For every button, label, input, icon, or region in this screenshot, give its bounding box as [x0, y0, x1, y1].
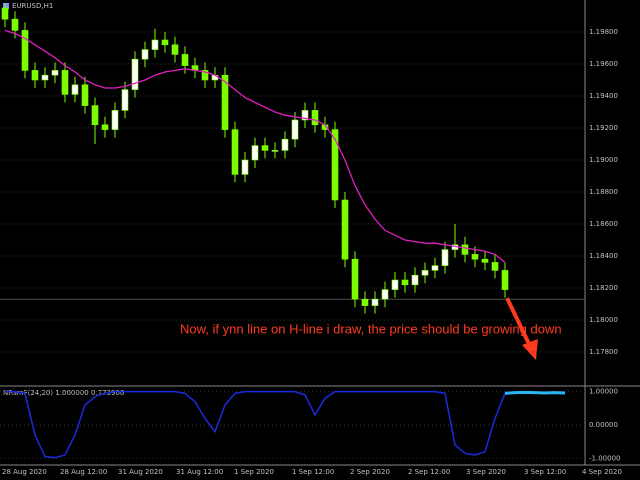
symbol-icon — [3, 3, 9, 9]
candle-body — [241, 159, 249, 175]
y-tick-label: 1.19600 — [589, 60, 618, 68]
y-tick-label: 1.18800 — [589, 188, 618, 196]
x-tick-label: 1 Sep 2020 — [234, 468, 274, 476]
candle-body — [491, 262, 499, 271]
candle-body — [371, 298, 379, 306]
indicator-tick-label: 0.00000 — [589, 421, 618, 429]
arrow-shaft — [505, 297, 532, 347]
y-tick-label: 1.18000 — [589, 316, 618, 324]
candle-body — [271, 150, 279, 152]
candle-body — [341, 199, 349, 260]
candle-body — [251, 145, 259, 161]
x-tick-label: 31 Aug 12:00 — [176, 468, 223, 476]
y-tick-label: 1.18200 — [589, 284, 618, 292]
candle-body — [461, 244, 469, 255]
x-tick-label: 2 Sep 2020 — [350, 468, 390, 476]
candle-body — [151, 39, 159, 50]
candle-body — [291, 119, 299, 140]
symbol-label: EURUSD,H1 — [12, 2, 53, 10]
y-tick-label: 1.19400 — [589, 92, 618, 100]
arrow-head — [522, 339, 538, 360]
x-tick-label: 1 Sep 12:00 — [292, 468, 334, 476]
indicator-tick-label: -1.00000 — [589, 454, 620, 462]
candle-body — [81, 84, 89, 106]
candle-body — [301, 110, 309, 121]
candle-body — [311, 110, 319, 126]
candle-body — [391, 279, 399, 290]
candle-body — [1, 7, 9, 20]
candle-body — [91, 105, 99, 126]
candle-body — [61, 70, 69, 95]
candle-body — [201, 70, 209, 81]
indicator-label: NRsmF(24,20) 1.000000 0.773906 — [3, 389, 125, 397]
candle-body — [281, 138, 289, 151]
candle-body — [161, 39, 169, 46]
candle-body — [181, 54, 189, 66]
candle-body — [101, 124, 109, 130]
x-tick-label: 2 Sep 12:00 — [408, 468, 450, 476]
candle-body — [261, 145, 269, 151]
candle-body — [171, 44, 179, 55]
candle-body — [71, 84, 79, 95]
y-tick-label: 1.18400 — [589, 252, 618, 260]
x-tick-label: 28 Aug 2020 — [2, 468, 47, 476]
candle-body — [471, 254, 479, 260]
arrow — [505, 297, 538, 360]
candle-body — [111, 110, 119, 130]
candle-body — [121, 89, 129, 111]
forecast-line — [504, 390, 566, 395]
x-tick-label: 31 Aug 2020 — [118, 468, 163, 476]
candle-body — [21, 30, 29, 71]
candle-body — [351, 258, 359, 300]
candle-body — [141, 49, 149, 60]
candle-body — [131, 58, 139, 90]
candle-body — [411, 274, 419, 286]
candle-body — [41, 74, 49, 81]
annotation: Now, if ynn line on H-line i draw, the p… — [180, 321, 562, 336]
candle-body — [401, 279, 409, 286]
x-tick-label: 3 Sep 2020 — [466, 468, 506, 476]
y-tick-label: 1.19000 — [589, 156, 618, 164]
x-tick-label: 28 Aug 12:00 — [60, 468, 107, 476]
candle-body — [31, 70, 39, 81]
indicator-line — [5, 390, 506, 459]
y-tick-label: 1.19800 — [589, 28, 618, 36]
candle-body — [51, 70, 59, 76]
candle-body — [431, 265, 439, 271]
candle-body — [421, 270, 429, 276]
candle-body — [501, 270, 509, 290]
candle-body — [11, 18, 19, 31]
x-tick-label: 3 Sep 12:00 — [524, 468, 566, 476]
candle-body — [381, 289, 389, 300]
indicator-tick-label: 1.00000 — [589, 388, 618, 396]
y-tick-label: 1.19200 — [589, 124, 618, 132]
x-tick-label: 4 Sep 2020 — [582, 468, 622, 476]
candle-body — [441, 249, 449, 266]
y-tick-label: 1.17800 — [589, 348, 618, 356]
y-tick-label: 1.18600 — [589, 220, 618, 228]
candle-body — [331, 129, 339, 201]
candle-body — [481, 258, 489, 263]
candle-body — [361, 298, 369, 306]
moving-average — [4, 29, 506, 263]
candle-body — [221, 74, 229, 130]
candle-body — [231, 129, 239, 175]
